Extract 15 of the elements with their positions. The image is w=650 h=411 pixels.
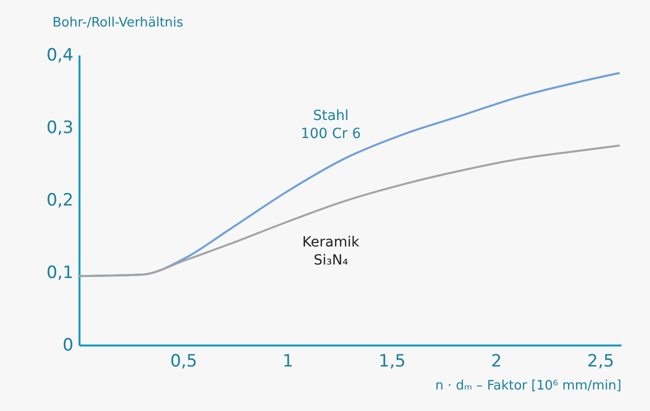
line-series — [78, 144, 620, 278]
y-tick-label: 0,4 — [46, 46, 74, 66]
x-tick-label: 2,5 — [587, 352, 614, 372]
y-axis-title: Bohr-/Roll-Verhältnis — [52, 16, 184, 30]
y-tick-label: 0 — [62, 336, 74, 356]
x-tick-label: 0,5 — [170, 352, 198, 372]
x-axis-title: n · dₘ – Faktor [10⁶ mm/min] — [435, 378, 622, 394]
x-tick-label: 1 — [282, 352, 294, 372]
x-tick-label: 2 — [491, 352, 502, 372]
series-label: Keramik Si₃N₄ — [302, 234, 360, 269]
series-label: Stahl 100 Cr 6 — [300, 108, 361, 142]
x-tick-label: 1,5 — [378, 352, 406, 372]
y-tick-label: 0,1 — [46, 263, 74, 283]
y-tick-label: 0,2 — [46, 190, 74, 210]
y-tick-label: 0,3 — [46, 118, 74, 138]
